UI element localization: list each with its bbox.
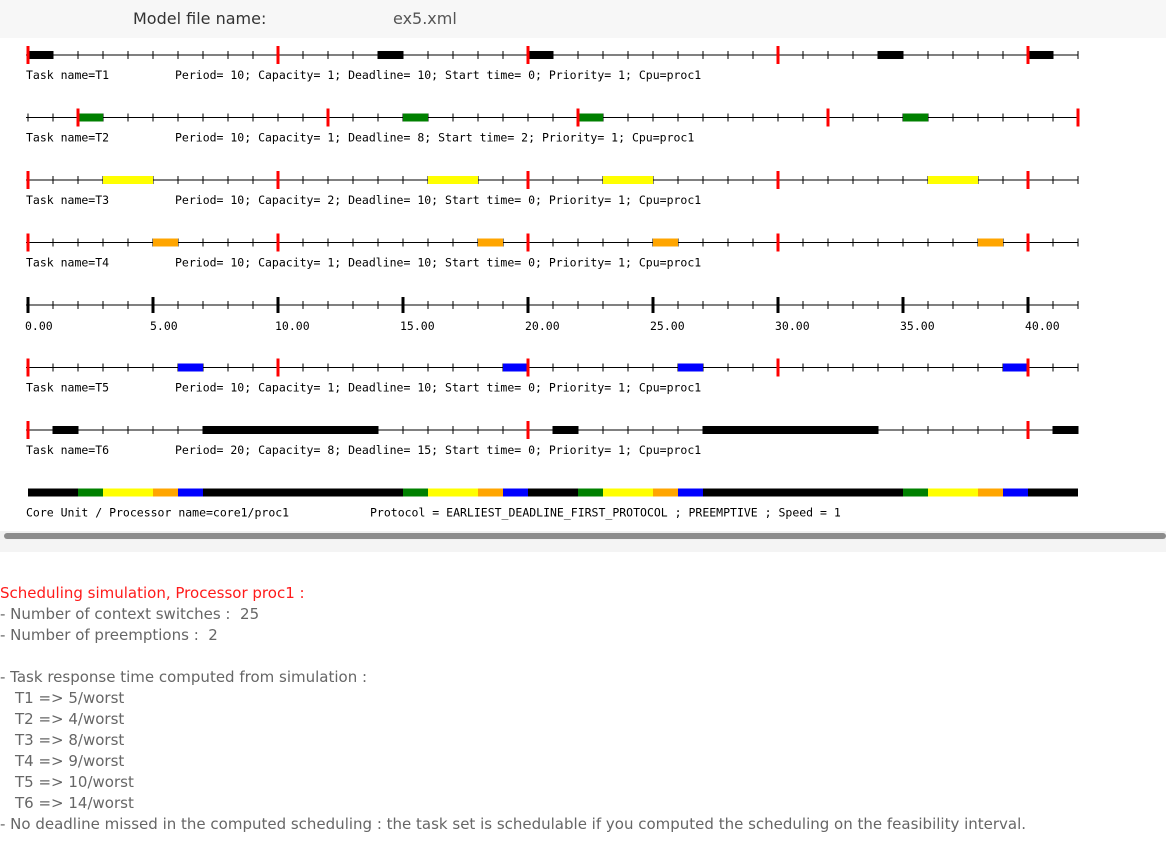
- task-row-6-params: Period= 20; Capacity= 8; Deadline= 15; S…: [175, 443, 701, 457]
- task-row-6-exec-block: [203, 426, 378, 434]
- model-file-label: Model file name:: [133, 9, 267, 28]
- scrollbar-thumb[interactable]: [4, 533, 1166, 539]
- task-row-6-exec-block: [1053, 426, 1078, 434]
- task-row-1-exec-block: [528, 51, 553, 59]
- task-row-3-exec-block: [103, 176, 153, 184]
- response-t2: T2 => 4/worst: [15, 710, 125, 728]
- processor-segment: [603, 488, 653, 497]
- processor-segment: [903, 488, 928, 497]
- response-t1: T1 => 5/worst: [15, 689, 125, 707]
- task-row-2-params: Period= 10; Capacity= 1; Deadline= 8; St…: [175, 131, 694, 145]
- axis-tick-label: 10.00: [275, 319, 310, 333]
- task-row-5-exec-block: [1003, 363, 1028, 372]
- response-t5: T5 => 10/worst: [15, 773, 134, 791]
- task-row-1-name: Task name=T1: [26, 68, 109, 82]
- spacer: [0, 646, 1166, 667]
- task-row-2-exec-block: [578, 113, 603, 122]
- context-switches: - Number of context switches : 25: [0, 605, 260, 623]
- model-file-value: ex5.xml: [393, 9, 457, 28]
- response-t6: T6 => 14/worst: [15, 794, 134, 812]
- axis-tick-label: 0.00: [25, 319, 53, 333]
- axis-tick-label: 15.00: [400, 319, 435, 333]
- task-row-4-exec-block: [478, 238, 503, 247]
- task-row-2-exec-block: [78, 113, 103, 122]
- processor-segment: [403, 488, 428, 497]
- task-row-5-exec-block: [503, 363, 528, 372]
- model-header: Model file name: ex5.xml: [0, 0, 1166, 38]
- processor-segment: [1003, 488, 1028, 497]
- horizontal-scrollbar[interactable]: [0, 531, 1166, 540]
- processor-segment: [178, 488, 203, 497]
- task-row-1-exec-block: [878, 51, 903, 59]
- axis-tick-label: 25.00: [650, 319, 685, 333]
- task-row-4-exec-block: [153, 238, 178, 247]
- processor-segment: [528, 488, 578, 497]
- task-row-6-exec-block: [553, 426, 578, 434]
- processor-segment: [928, 488, 978, 497]
- task-row-4-params: Period= 10; Capacity= 1; Deadline= 10; S…: [175, 256, 701, 270]
- processor-segment: [428, 488, 478, 497]
- processor-segment: [578, 488, 603, 497]
- task-row-5-name: Task name=T5: [26, 381, 109, 395]
- task-row-1-params: Period= 10; Capacity= 1; Deadline= 10; S…: [175, 68, 701, 82]
- task-row-5-exec-block: [178, 363, 203, 372]
- preemptions: - Number of preemptions : 2: [0, 626, 218, 644]
- task-row-2-exec-block: [903, 113, 928, 122]
- processor-segment: [78, 488, 103, 497]
- axis-tick-label: 35.00: [900, 319, 935, 333]
- panel-separator: [0, 540, 1166, 552]
- processor-segment: [153, 488, 178, 497]
- response-t4: T4 => 9/worst: [15, 752, 125, 770]
- processor-segment: [478, 488, 503, 497]
- processor-segment: [503, 488, 528, 497]
- task-row-6-exec-block: [703, 426, 878, 434]
- processor-segment: [103, 488, 153, 497]
- processor-protocol: Protocol = EARLIEST_DEADLINE_FIRST_PROTO…: [370, 506, 841, 520]
- task-row-1-exec-block: [1028, 51, 1053, 59]
- response-t3: T3 => 8/worst: [15, 731, 125, 749]
- task-row-3-exec-block: [603, 176, 653, 184]
- axis-tick-label: 20.00: [525, 319, 560, 333]
- task-row-3-name: Task name=T3: [26, 193, 109, 207]
- processor-segment: [978, 488, 1003, 497]
- task-row-3-exec-block: [428, 176, 478, 184]
- task-row-6-exec-block: [53, 426, 78, 434]
- task-row-5-exec-block: [678, 363, 703, 372]
- task-row-4-exec-block: [978, 238, 1003, 247]
- simulation-report: Scheduling simulation, Processor proc1 :…: [0, 583, 1166, 835]
- processor-name: Core Unit / Processor name=core1/proc1: [26, 506, 289, 520]
- processor-segment: [1028, 488, 1078, 497]
- processor-segment: [653, 488, 678, 497]
- processor-segment: [678, 488, 703, 497]
- task-row-2-name: Task name=T2: [26, 131, 109, 145]
- processor-segment: [703, 488, 903, 497]
- axis-tick-label: 40.00: [1025, 319, 1060, 333]
- processor-segment: [28, 488, 78, 497]
- task-row-3-params: Period= 10; Capacity= 2; Deadline= 10; S…: [175, 193, 701, 207]
- task-row-4-name: Task name=T4: [26, 256, 109, 270]
- schedulability-conclusion: - No deadline missed in the computed sch…: [0, 815, 1027, 833]
- task-row-3-exec-block: [928, 176, 978, 184]
- task-row-1-exec-block: [378, 51, 403, 59]
- processor-segment: [203, 488, 403, 497]
- report-title: Scheduling simulation, Processor proc1 :: [0, 584, 305, 602]
- axis-tick-label: 5.00: [150, 319, 178, 333]
- response-header: - Task response time computed from simul…: [0, 668, 368, 686]
- task-row-4-exec-block: [653, 238, 678, 247]
- task-row-6-name: Task name=T6: [26, 443, 109, 457]
- axis-tick-label: 30.00: [775, 319, 810, 333]
- task-row-1-exec-block: [28, 51, 53, 59]
- schedule-chart: Task name=T1 Period= 10; Capacity= 1; Dea…: [25, 46, 1080, 520]
- task-row-5-params: Period= 10; Capacity= 1; Deadline= 10; S…: [175, 381, 701, 395]
- task-row-2-exec-block: [403, 113, 428, 122]
